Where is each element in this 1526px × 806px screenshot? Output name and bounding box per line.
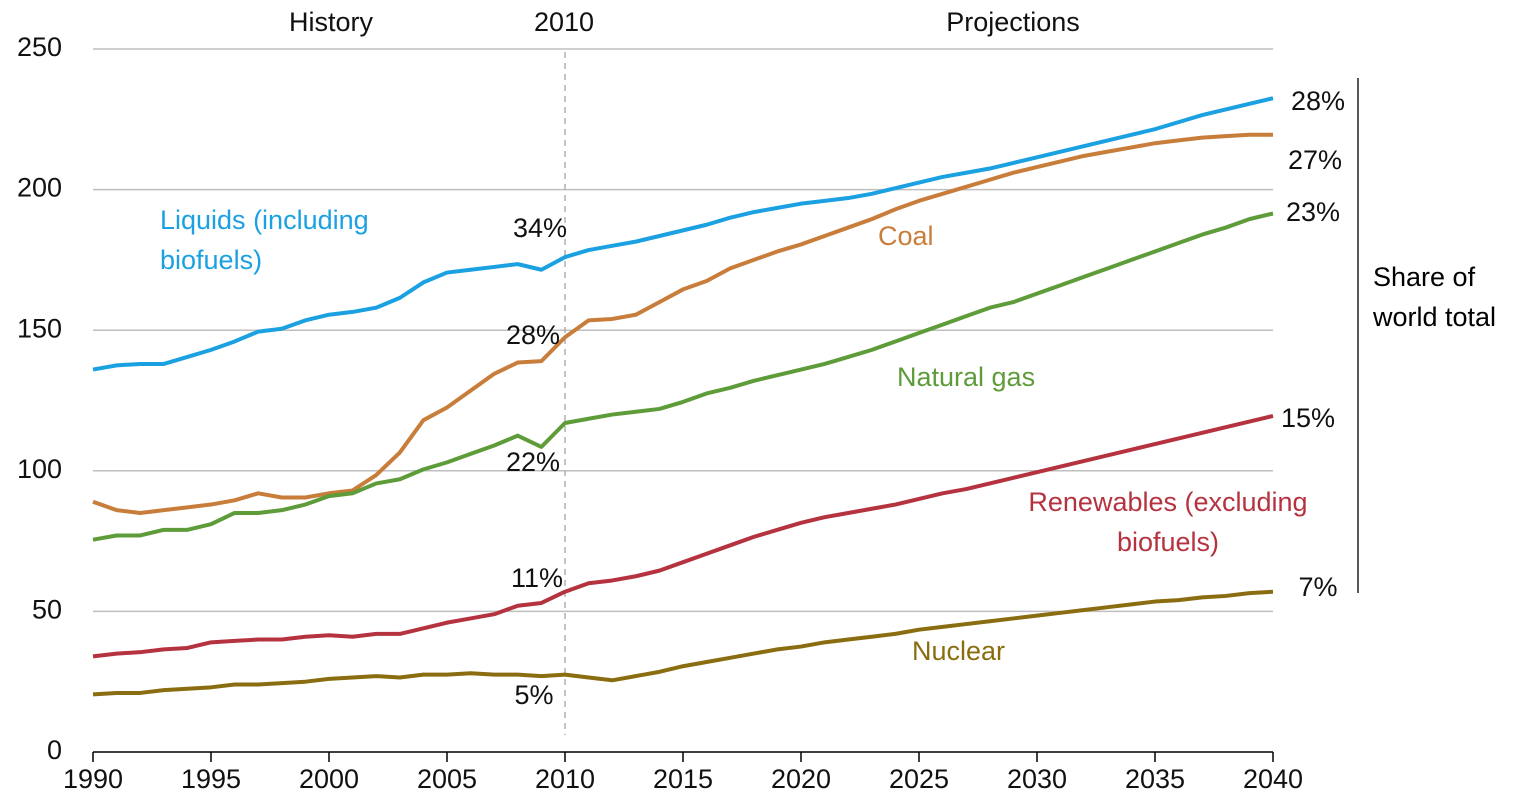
x-tick-label: 2000 [299, 764, 359, 794]
series-label: Liquids (including biofuels) [160, 205, 369, 275]
share-label: 23% [1286, 197, 1340, 227]
series-label: Nuclear [912, 636, 1006, 666]
x-tick-label: 1990 [63, 764, 123, 794]
x-tick-label: 2010 [535, 764, 595, 794]
y-tick-label: 250 [17, 32, 62, 62]
series-label: Renewables (excluding biofuels) [1028, 487, 1308, 557]
share-label: 22% [506, 447, 560, 477]
header-label: History [289, 7, 374, 37]
share-label: 27% [1288, 145, 1342, 175]
y-tick-label: 100 [17, 454, 62, 484]
y-tick-label: 0 [47, 735, 62, 765]
share-label: 34% [513, 213, 567, 243]
series-line [92, 211, 1274, 542]
x-tick-label: 2005 [417, 764, 477, 794]
series-line [92, 96, 1274, 372]
share-label: 11% [511, 563, 563, 593]
series-line [92, 132, 1273, 515]
x-tick-label: 1995 [181, 764, 241, 794]
x-tick-label: 2020 [771, 764, 831, 794]
divider-label: 2010 [534, 7, 594, 37]
share-label: 7% [1298, 572, 1337, 602]
y-tick-label: 50 [32, 595, 62, 625]
series-label: Coal [878, 221, 934, 251]
series-label: Natural gas [897, 362, 1036, 392]
share-label: 28% [506, 320, 560, 350]
y-tick-label: 200 [17, 173, 62, 203]
series-line [92, 589, 1274, 697]
header-label: Projections [946, 7, 1080, 37]
x-tick-label: 2040 [1243, 764, 1303, 794]
x-tick-label: 2015 [653, 764, 713, 794]
share-label: 28% [1291, 86, 1345, 116]
share-label: 15% [1281, 403, 1335, 433]
x-tick-label: 2030 [1007, 764, 1067, 794]
x-tick-label: 2025 [889, 764, 949, 794]
side-note: Share of world total [1373, 262, 1497, 332]
series-line [92, 414, 1274, 659]
share-label: 5% [514, 680, 553, 710]
x-tick-label: 2035 [1125, 764, 1185, 794]
y-tick-label: 150 [17, 313, 62, 343]
